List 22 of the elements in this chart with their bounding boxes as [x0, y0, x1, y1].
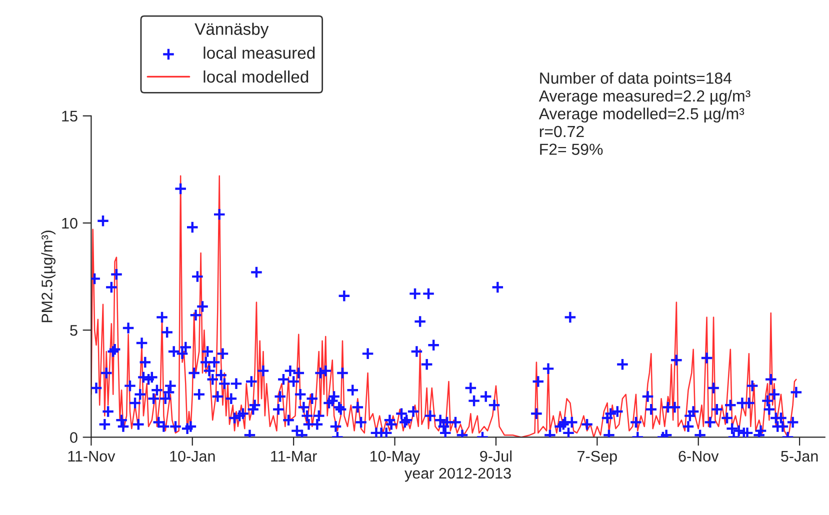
x-tick-label: 9-Jul: [480, 450, 512, 462]
x-tick-label: 7-Sep: [578, 450, 617, 465]
annotation: F2= 59%: [540, 144, 603, 155]
y-axis-title: PM2.5(µg/m³): [41, 230, 56, 322]
legend-label: local modelled: [204, 70, 308, 83]
x-tick-label: 6-Nov: [678, 450, 719, 462]
y-tick-label: 10: [62, 218, 78, 229]
x-tick-label: 10-May: [370, 450, 420, 465]
legend-label: local measured: [204, 46, 315, 59]
x-tick-label: 11-Nov: [68, 450, 116, 462]
y-tick-label: 15: [62, 110, 78, 122]
annotation: r=0.72: [540, 126, 584, 138]
x-tick-label: 5-Jan: [781, 450, 818, 462]
y-tick-label: 5: [70, 325, 78, 336]
text: Number of data points=184: [540, 72, 732, 87]
annotation: Average modelled=2.5 µg/m³: [538, 108, 744, 123]
y-tick-label: 0: [70, 432, 78, 443]
text: Average measured=2.2 µg/m³: [538, 90, 750, 105]
x-tick-label: 10-Jan: [170, 450, 215, 462]
x-axis-title: year 2012-2013: [404, 468, 511, 482]
x-tick-label: 11-Mar: [271, 450, 317, 462]
legend-title: Vännäsby: [194, 22, 269, 38]
